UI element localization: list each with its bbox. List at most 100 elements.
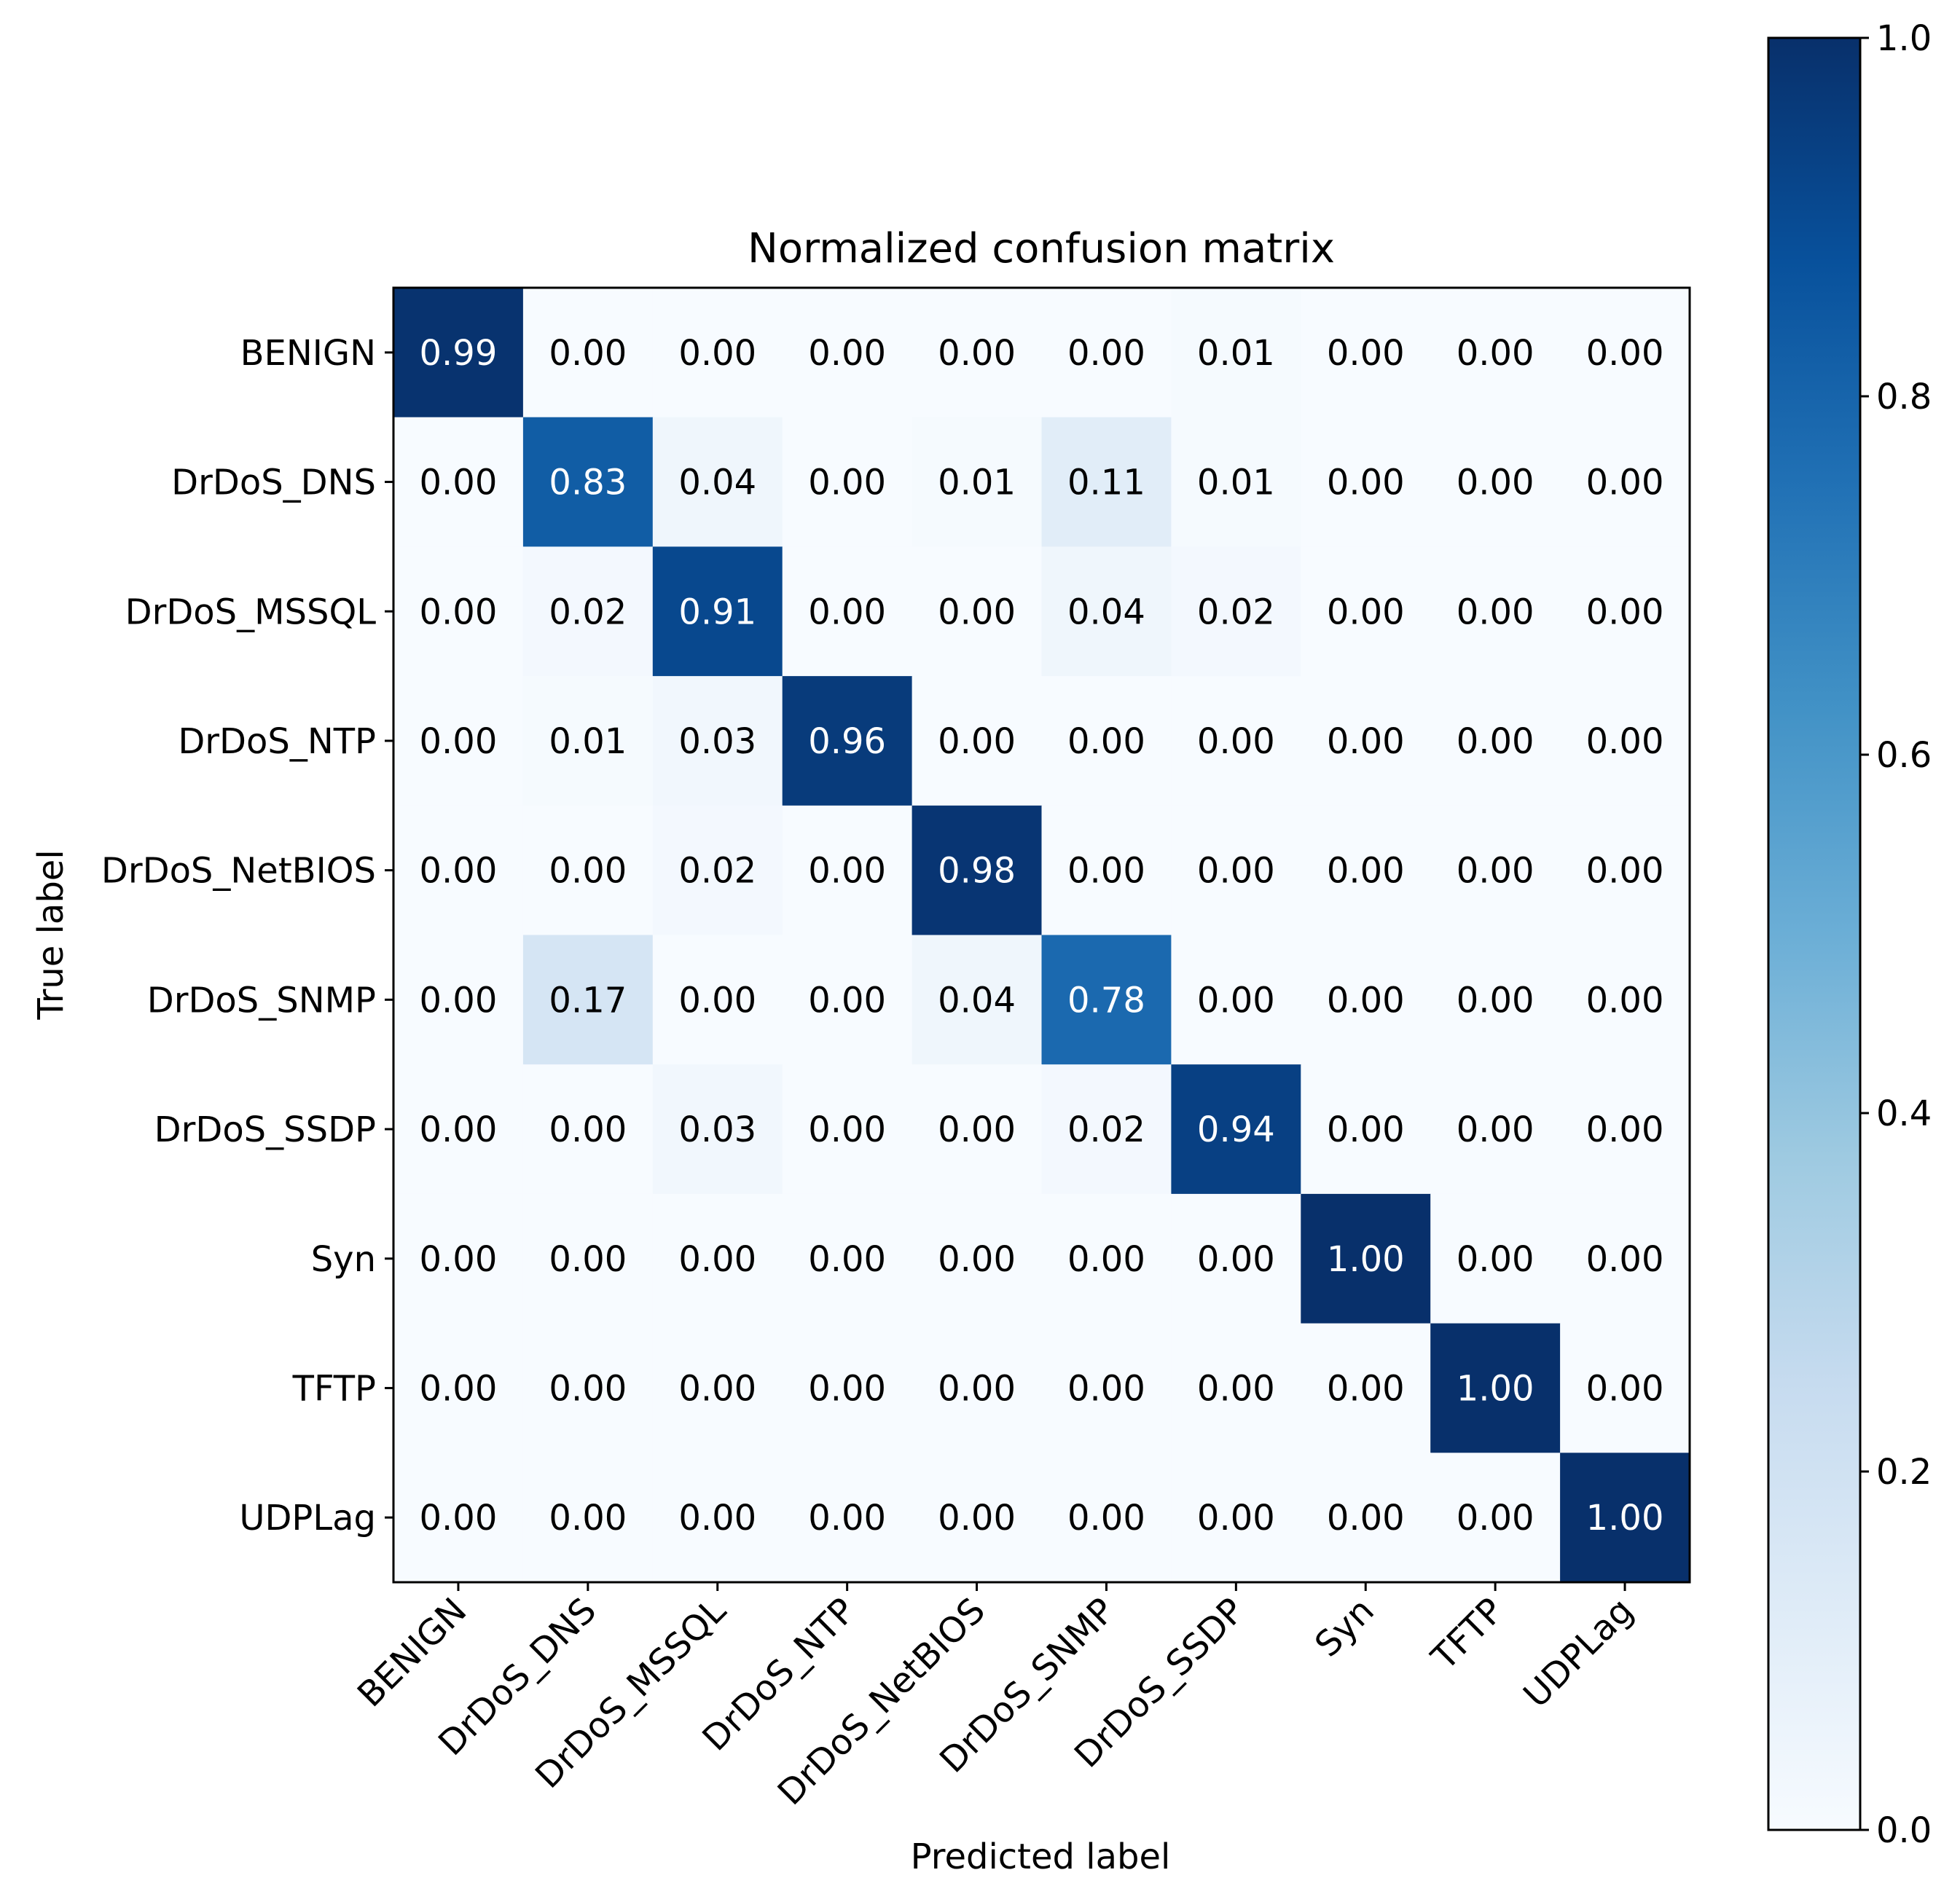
cell-value-label: 0.00 [1457, 851, 1534, 892]
cell-value-label: 0.00 [808, 851, 886, 892]
cell-value-label: 0.00 [1327, 1368, 1405, 1409]
cell-value-label: 0.01 [1197, 463, 1275, 503]
colorbar-tick-label: 0.2 [1876, 1452, 1932, 1493]
heatmap-cell [782, 546, 913, 677]
heatmap-cell [1301, 805, 1431, 936]
y-tick-label: DrDoS_DNS [171, 463, 376, 503]
heatmap-cell [912, 935, 1043, 1065]
y-tick-label: DrDoS_SSDP [154, 1109, 376, 1150]
heatmap-cell [1041, 417, 1172, 547]
heatmap-cell [1171, 935, 1301, 1065]
cell-value-label: 0.99 [420, 333, 498, 374]
cell-value-label: 0.00 [938, 1239, 1016, 1280]
heatmap-cell [1171, 546, 1301, 677]
heatmap-cell [1171, 288, 1301, 418]
heatmap-cell [652, 1453, 783, 1583]
cell-value-label: 0.00 [549, 1239, 627, 1280]
heatmap-cell [1560, 1453, 1690, 1583]
heatmap-cell [912, 288, 1043, 418]
plot-frame [392, 286, 1691, 1584]
heatmap-cells [393, 288, 1690, 1583]
cell-value-label: 0.00 [808, 463, 886, 503]
heatmap-cell [522, 1064, 654, 1195]
cell-value-label: 0.00 [1586, 980, 1664, 1021]
y-tick-label: DrDoS_MSSQL [125, 592, 377, 632]
cell-value-label: 0.00 [678, 1498, 756, 1539]
cell-value-label: 0.02 [1197, 592, 1275, 632]
heatmap-cell [1171, 1453, 1301, 1583]
cell-value-label: 0.00 [938, 333, 1016, 374]
cell-value-label: 0.00 [549, 1498, 627, 1539]
heatmap-cell [1560, 935, 1690, 1065]
colorbar-frame [1767, 36, 1862, 1831]
colorbar [1768, 38, 1860, 1830]
heatmap-cell [522, 1453, 654, 1583]
cell-value-label: 0.00 [1067, 721, 1145, 762]
cell-value-label: 0.04 [1067, 592, 1145, 632]
cell-value-label: 0.00 [1457, 1498, 1534, 1539]
heatmap-cell [912, 417, 1043, 547]
heatmap-cell [1041, 1323, 1172, 1453]
y-axis-label: True label [31, 849, 71, 1020]
heatmap-cell [393, 1323, 524, 1453]
heatmap-cell [782, 805, 913, 936]
cell-value-label: 0.00 [678, 1239, 756, 1280]
cell-value-label: 0.00 [1457, 592, 1534, 632]
cell-value-label: 1.00 [1457, 1368, 1534, 1409]
heatmap-cell [1301, 1453, 1431, 1583]
cell-value-label: 0.00 [1327, 1109, 1405, 1150]
cell-value-label: 0.00 [1327, 721, 1405, 762]
heatmap-cell [1430, 1323, 1561, 1453]
cell-value-label: 0.00 [420, 1368, 498, 1409]
cell-value-label: 0.98 [938, 851, 1016, 892]
cell-value-label: 0.00 [938, 592, 1016, 632]
cell-value-label: 0.03 [678, 1109, 756, 1150]
cell-value-label: 0.00 [808, 980, 886, 1021]
heatmap-cell [1560, 1193, 1690, 1324]
cell-value-label: 0.78 [1067, 980, 1145, 1021]
cell-value-label: 0.00 [1586, 1109, 1664, 1150]
cell-value-label: 0.00 [1457, 721, 1534, 762]
heatmap-cell [782, 676, 913, 806]
heatmap-cell [652, 546, 783, 677]
heatmap-cell [1301, 1193, 1431, 1324]
heatmap-cell-labels: 0.99 0.00 0.00 0.00 0.00 0.00 0.01 0.00 0.00 0.00… [420, 333, 1664, 1539]
cell-value-label: 0.00 [1586, 721, 1664, 762]
heatmap-cell [1041, 676, 1172, 806]
y-tick-label: Syn [311, 1239, 376, 1280]
heatmap-cell [1171, 417, 1301, 547]
heatmap-cell [1560, 1064, 1690, 1195]
heatmap-cell [1041, 288, 1172, 418]
heatmap-cell [652, 1323, 783, 1453]
colorbar-tick-label: 0.6 [1876, 735, 1932, 776]
heatmap-cell [1171, 1193, 1301, 1324]
heatmap-cell [522, 1323, 654, 1453]
cell-value-label: 0.01 [938, 463, 1016, 503]
colorbar-ticks: 0.0 0.2 0.4 0.6 0.8 1.0 [1860, 18, 1932, 1851]
cell-value-label: 0.00 [938, 1498, 1016, 1539]
heatmap-cell [912, 676, 1043, 806]
chart-title: Normalized confusion matrix [748, 225, 1335, 272]
cell-value-label: 0.03 [678, 721, 756, 762]
cell-value-label: 1.00 [1586, 1498, 1664, 1539]
cell-value-label: 0.00 [1197, 1498, 1275, 1539]
heatmap-cell [1301, 546, 1431, 677]
heatmap-cell [1041, 1064, 1172, 1195]
heatmap-cell [522, 1193, 654, 1324]
y-tick-label: UDPLag [239, 1498, 376, 1539]
heatmap-cell [912, 1064, 1043, 1195]
cell-value-label: 0.00 [938, 1368, 1016, 1409]
heatmap-cell [1301, 417, 1431, 547]
cell-value-label: 0.00 [420, 721, 498, 762]
heatmap-cell [912, 805, 1043, 936]
heatmap-cell [1041, 1453, 1172, 1583]
heatmap-cell [393, 676, 524, 806]
cell-value-label: 0.00 [678, 980, 756, 1021]
cell-value-label: 0.00 [420, 463, 498, 503]
cell-value-label: 0.01 [1197, 333, 1275, 374]
heatmap-cell [1301, 1323, 1431, 1453]
heatmap-cell [1560, 1323, 1690, 1453]
heatmap-cell [393, 288, 524, 418]
cell-value-label: 0.00 [1067, 1498, 1145, 1539]
